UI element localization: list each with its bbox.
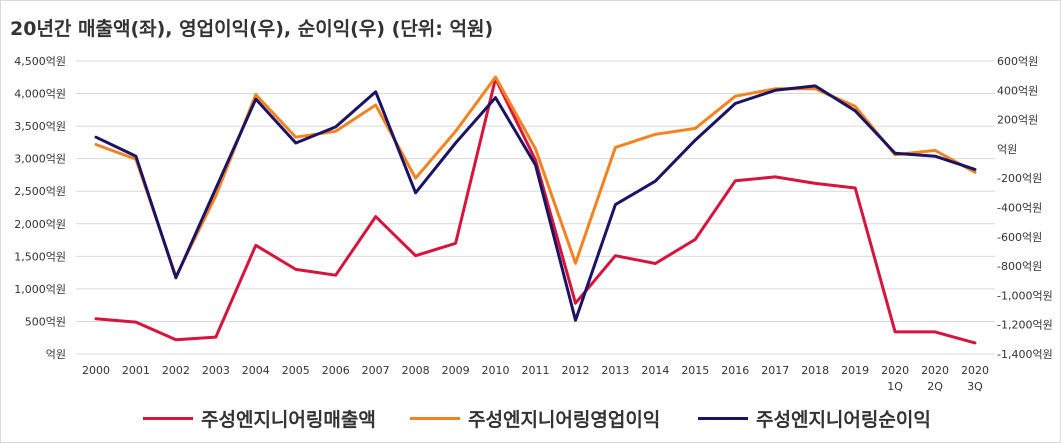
- x-tick-label: 2007: [362, 364, 390, 377]
- right-tick-label: 억원: [997, 143, 1017, 156]
- left-tick-label: 3,500억원: [14, 120, 66, 133]
- x-tick-label: 2011: [522, 364, 550, 377]
- right-tick-label: -1,000억원: [997, 289, 1053, 302]
- right-axis: -1,400억원 -1,200억원 -1,000억원 -800억원 -600억원 -400…: [997, 55, 1053, 361]
- legend-label-revenue: 주성엔지니어링매출액: [201, 408, 376, 431]
- x-tick-label: 2013: [601, 364, 629, 377]
- right-tick-label: 200억원: [997, 114, 1038, 127]
- series-lines: [94, 75, 977, 345]
- x-tick-label: 2017: [761, 364, 789, 377]
- legend: 주성엔지니어링매출액 주성엔지니어링영업이익 주성엔지니어링순이익: [0, 398, 1061, 438]
- series-line-revenue: [94, 77, 977, 345]
- right-tick-label: -400억원: [997, 202, 1042, 215]
- x-tick-label: 2001: [122, 364, 150, 377]
- x-tick-label: 2012: [561, 364, 589, 377]
- series-line-operating-income: [94, 75, 977, 278]
- x-tick-label: 2015: [681, 364, 709, 377]
- legend-item-net-income: 주성엔지니어링순이익: [698, 398, 931, 438]
- series-line-net-income: [94, 84, 977, 322]
- right-tick-label: -1,200억원: [997, 319, 1053, 332]
- left-tick-label: 500억원: [25, 315, 66, 328]
- left-tick-label: 4,500억원: [14, 55, 66, 68]
- left-tick-label: 2,500억원: [14, 185, 66, 198]
- left-tick-label: 억원: [46, 348, 66, 361]
- x-tick-label: 2018: [801, 364, 829, 377]
- x-tick-label: 2006: [322, 364, 350, 377]
- x-tick-label: 2008: [402, 364, 430, 377]
- legend-label-operating-income: 주성엔지니어링영업이익: [468, 408, 661, 431]
- right-tick-label: 600억원: [997, 55, 1038, 68]
- x-tick-label: 2003: [202, 364, 230, 377]
- legend-swatch-net-income: [698, 416, 748, 420]
- x-tick-label: 2005: [282, 364, 310, 377]
- legend-swatch-operating-income: [410, 416, 460, 420]
- x-tick-label: 2002: [162, 364, 190, 377]
- left-tick-label: 3,000억원: [14, 153, 66, 166]
- x-tick-label: 2004: [242, 364, 270, 377]
- legend-item-operating-income: 주성엔지니어링영업이익: [410, 398, 660, 438]
- x-tick-label: 2016: [721, 364, 749, 377]
- right-tick-label: 400억원: [997, 84, 1038, 97]
- left-axis: 억원 500억원 1,000억원 1,500억원 2,000억원 2,500억원 3,000…: [14, 55, 66, 361]
- legend-item-revenue: 주성엔지니어링매출액: [143, 398, 376, 438]
- right-tick-label: -800억원: [997, 260, 1042, 273]
- left-tick-label: 1,000억원: [14, 283, 66, 296]
- x-tick-label: 2020 2Q: [921, 364, 949, 393]
- grid-lines: [76, 60, 995, 355]
- right-tick-label: -600억원: [997, 231, 1042, 244]
- left-tick-label: 1,500억원: [14, 250, 66, 263]
- chart-title: 20년간 매출액(좌), 영업이익(우), 순이익(우) (단위: 억원): [10, 18, 494, 40]
- right-tick-label: -1,400억원: [997, 348, 1053, 361]
- legend-label-net-income: 주성엔지니어링순이익: [756, 408, 931, 431]
- x-tick-label: 2000: [82, 364, 110, 377]
- x-tick-label: 2020 3Q: [961, 364, 989, 393]
- x-tick-label: 2020 1Q: [881, 364, 909, 393]
- x-tick-label: 2009: [442, 364, 470, 377]
- x-axis: 2000 2001 2002 2003 2004 2005 2006 2007 2008 2009…: [82, 364, 989, 393]
- left-tick-label: 2,000억원: [14, 218, 66, 231]
- x-tick-label: 2019: [841, 364, 869, 377]
- x-tick-label: 2014: [641, 364, 669, 377]
- x-tick-label: 2010: [482, 364, 510, 377]
- right-tick-label: -200억원: [997, 172, 1042, 185]
- left-tick-label: 4,000억원: [14, 88, 66, 101]
- legend-swatch-revenue: [143, 416, 193, 420]
